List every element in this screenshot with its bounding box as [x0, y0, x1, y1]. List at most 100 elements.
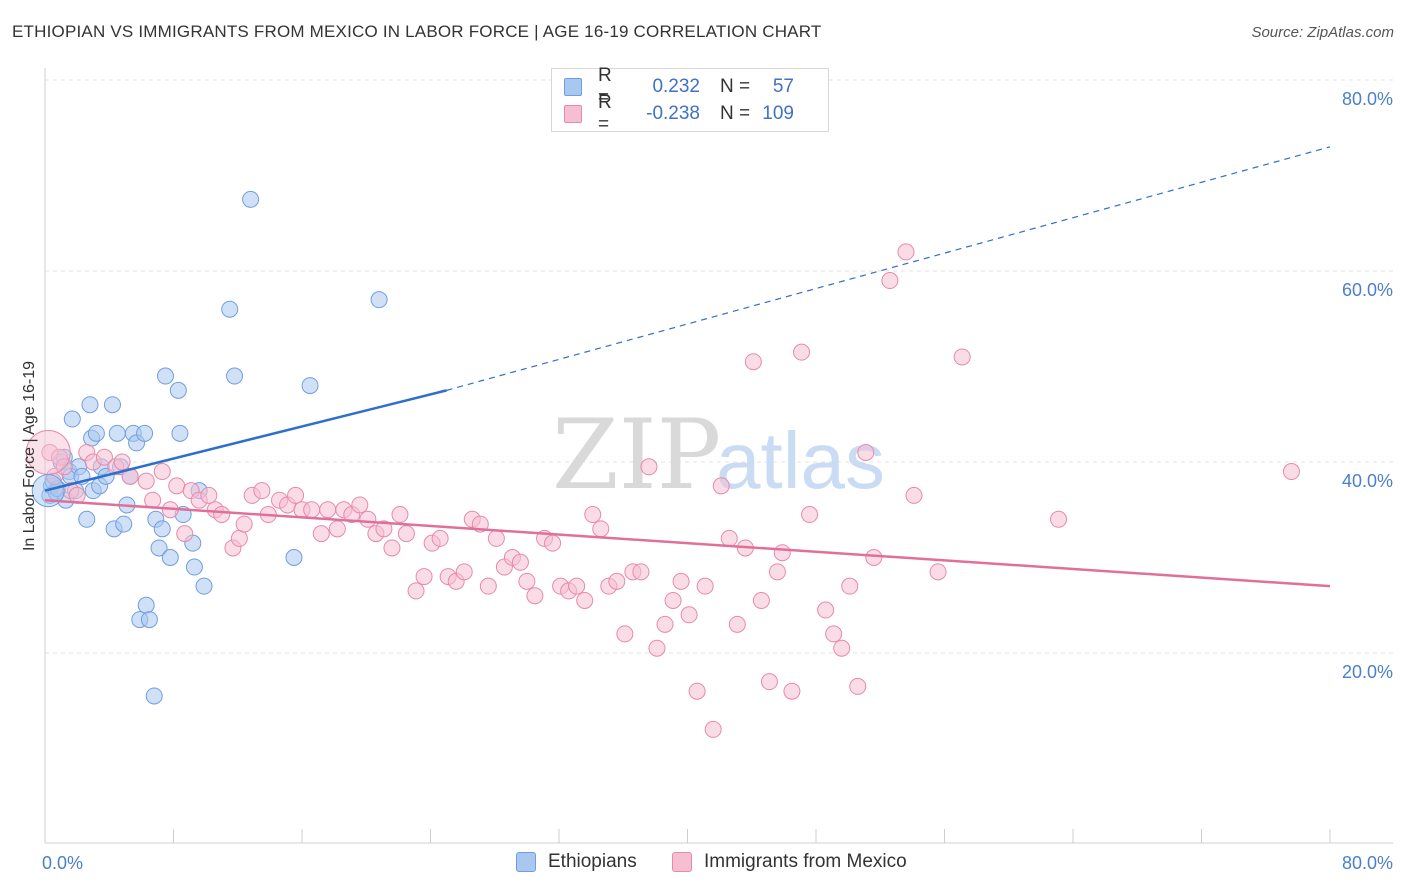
point-ethiopians: [161, 549, 179, 566]
legend-r-value: -0.238: [646, 103, 700, 124]
point-mexico: [303, 501, 321, 519]
point-mexico: [487, 529, 505, 547]
point-ethiopians: [150, 539, 168, 557]
point-mexico: [773, 544, 791, 562]
trend-line-ethiopians: [44, 389, 447, 492]
legend-r-label: R =: [598, 92, 612, 135]
point-ethiopians: [171, 424, 189, 442]
point-mexico: [793, 343, 811, 361]
point-mexico: [479, 577, 497, 595]
data-points: [25, 190, 1300, 738]
y-axis-label: In Labor Force | Age 16-19: [21, 361, 38, 551]
point-mexico: [752, 591, 770, 609]
point-ethiopians: [195, 577, 213, 595]
point-mexico: [511, 553, 529, 571]
point-mexico: [351, 496, 369, 514]
point-mexico: [375, 520, 393, 538]
point-mexico: [833, 639, 851, 657]
legend-n-value: 109: [762, 103, 794, 124]
trend-line-ethiopians-extension: [446, 146, 1331, 391]
point-mexico: [359, 510, 377, 528]
point-mexico: [176, 525, 194, 543]
point-mexico: [849, 677, 867, 695]
legend-swatch-mexico: [564, 105, 582, 123]
y-tick-label: 40.0%: [1342, 471, 1393, 491]
point-mexico: [137, 472, 155, 490]
point-ethiopians: [78, 510, 96, 528]
point-mexico: [616, 625, 634, 643]
trend-lines: [44, 146, 1331, 588]
point-mexico: [319, 501, 337, 519]
point-mexico: [95, 448, 113, 466]
point-mexico: [760, 673, 778, 691]
point-mexico: [648, 639, 666, 657]
point-ethiopians: [87, 424, 105, 442]
point-mexico: [455, 563, 473, 581]
point-mexico: [526, 587, 544, 605]
point-mexico: [865, 549, 883, 566]
y-tick-label: 20.0%: [1342, 662, 1393, 682]
legend-r-label: R =: [598, 65, 612, 108]
point-mexico: [817, 601, 835, 619]
point-mexico: [905, 486, 923, 504]
point-mexico: [592, 520, 610, 538]
point-mexico: [1050, 510, 1068, 528]
point-mexico: [704, 720, 722, 738]
point-ethiopians: [370, 291, 388, 309]
legend-n-value: 57: [772, 76, 794, 97]
tick-labels: 20.0% 40.0% 60.0% 80.0% 0.0% 80.0%: [42, 89, 1393, 873]
point-mexico: [391, 506, 409, 524]
point-mexico: [608, 572, 626, 590]
point-mexico: [544, 534, 562, 552]
legend-item-mexico[interactable]: Immigrants from Mexico: [672, 851, 907, 873]
source-credit: Source: ZipAtlas.com: [1251, 24, 1394, 41]
point-mexico: [568, 577, 586, 595]
point-mexico: [632, 563, 650, 581]
point-mexico: [383, 539, 401, 557]
legend-label-mexico: Immigrants from Mexico: [704, 851, 907, 872]
x-tick-label: 80.0%: [1342, 853, 1393, 873]
point-mexico: [664, 591, 682, 609]
series-legend: Ethiopians Immigrants from Mexico: [0, 851, 1406, 877]
chart-title: ETHIOPIAN VS IMMIGRANTS FROM MEXICO IN L…: [12, 22, 822, 41]
point-ethiopians: [185, 558, 203, 576]
legend-label-ethiopians: Ethiopians: [548, 851, 637, 872]
point-ethiopians: [115, 515, 133, 533]
legend-swatch-ethiopians: [516, 852, 536, 872]
legend-swatch-mexico: [672, 852, 692, 872]
point-mexico: [768, 563, 786, 581]
point-mexico: [640, 458, 658, 476]
point-mexico: [153, 463, 171, 481]
legend-row-ethiopians: R = 0.232 N = 57: [564, 65, 794, 108]
point-mexico: [230, 529, 248, 547]
point-mexico: [312, 525, 330, 543]
point-ethiopians: [226, 367, 244, 385]
point-ethiopians: [108, 424, 126, 442]
legend-swatch-ethiopians: [564, 78, 582, 96]
point-mexico: [200, 486, 218, 504]
point-ethiopians: [103, 396, 121, 414]
point-ethiopians: [140, 611, 158, 629]
point-mexico: [744, 353, 762, 371]
point-mexico: [680, 606, 698, 624]
point-mexico: [929, 563, 947, 581]
point-mexico: [431, 529, 449, 547]
point-mexico: [584, 506, 602, 524]
watermark-atlas: atlas: [716, 416, 885, 505]
point-ethiopians: [242, 190, 260, 208]
point-mexico: [712, 477, 730, 495]
legend-n-label: N =: [720, 76, 751, 97]
legend-n-label: N =: [720, 103, 751, 124]
point-mexico: [801, 506, 819, 524]
point-mexico: [783, 682, 801, 700]
point-mexico: [235, 515, 253, 533]
legend-item-ethiopians[interactable]: Ethiopians: [516, 851, 637, 873]
point-mexico: [518, 572, 536, 590]
point-mexico: [656, 615, 674, 633]
point-mexico: [857, 443, 875, 461]
legend-row-mexico: R = -0.238 N = 109: [564, 92, 794, 135]
point-mexico: [881, 272, 899, 290]
point-mexico: [576, 591, 594, 609]
point-mexico: [328, 520, 346, 538]
